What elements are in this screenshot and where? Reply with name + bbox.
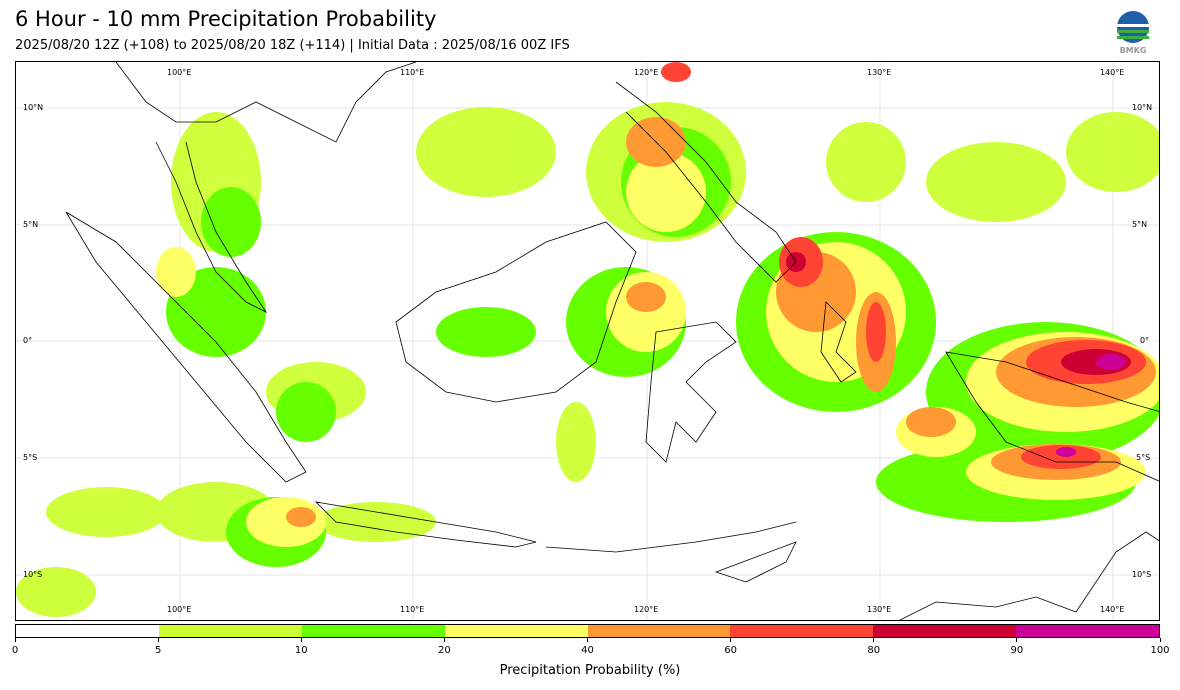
lat-label-right: 0° [1140,336,1150,345]
lat-label-right: 5°N [1132,220,1148,229]
lat-label-right: 10°S [1132,570,1152,579]
colorbar-tick-label: 100 [1150,645,1170,656]
colorbar-segment [444,625,588,637]
lon-label-top: 110°E [400,68,425,77]
lon-label-bottom: 140°E [1100,605,1125,614]
coastlines [65,62,1159,620]
colorbar-segment [16,625,159,637]
colorbar-tick [443,638,445,642]
colorbar-label: Precipitation Probability (%) [499,663,681,678]
precipitation-map: 100°E 110°E 120°E 130°E 140°E 100°E 110°… [15,61,1160,621]
colorbar-tick [1159,638,1161,642]
colorbar-tick [14,638,16,642]
colorbar-tick [157,638,159,642]
logo-text: BMKG [1120,46,1147,55]
lat-label-left: 0° [23,336,33,345]
colorbar-segment [301,625,445,637]
lat-label-right: 10°N [1132,103,1153,112]
colorbar-tick-label: 20 [438,645,451,656]
lat-label-left: 10°N [23,103,44,112]
lon-label-top: 100°E [167,68,192,77]
lat-label-left: 5°N [23,220,39,229]
precip-90-100 [1056,354,1126,457]
colorbar-segment [587,625,731,637]
colorbar-tick [1016,638,1018,642]
chart-title: 6 Hour - 10 mm Precipitation Probability [15,7,437,31]
colorbar-tick-label: 40 [581,645,594,656]
colorbar-tick [730,638,732,642]
bmkg-logo: BMKG [1114,10,1152,56]
lon-label-bottom: 110°E [400,605,425,614]
colorbar [15,624,1160,638]
lon-label-bottom: 130°E [867,605,892,614]
lon-label-top: 120°E [634,68,659,77]
chart-subtitle: 2025/08/20 12Z (+108) to 2025/08/20 18Z … [15,38,570,53]
colorbar-segment [158,625,302,637]
lon-label-bottom: 120°E [634,605,659,614]
lat-label-right: 5°S [1136,453,1151,462]
lon-label-top: 130°E [867,68,892,77]
colorbar-tick [873,638,875,642]
colorbar-tick [300,638,302,642]
colorbar-tick [587,638,588,642]
lat-label-left: 10°S [23,570,43,579]
colorbar-segment [873,625,1017,637]
colorbar-tick-label: 0 [11,645,19,656]
lon-label-top: 140°E [1100,68,1125,77]
colorbar-tick-label: 90 [1010,645,1024,656]
colorbar-tick-label: 80 [867,645,881,656]
colorbar-segment [1016,625,1159,637]
lon-label-bottom: 100°E [167,605,192,614]
colorbar-segment [730,625,874,637]
colorbar-tick-label: 60 [724,645,737,656]
lat-label-left: 5°S [23,453,38,462]
colorbar-tick-label: 5 [154,645,162,656]
colorbar-tick-label: 10 [294,645,308,656]
